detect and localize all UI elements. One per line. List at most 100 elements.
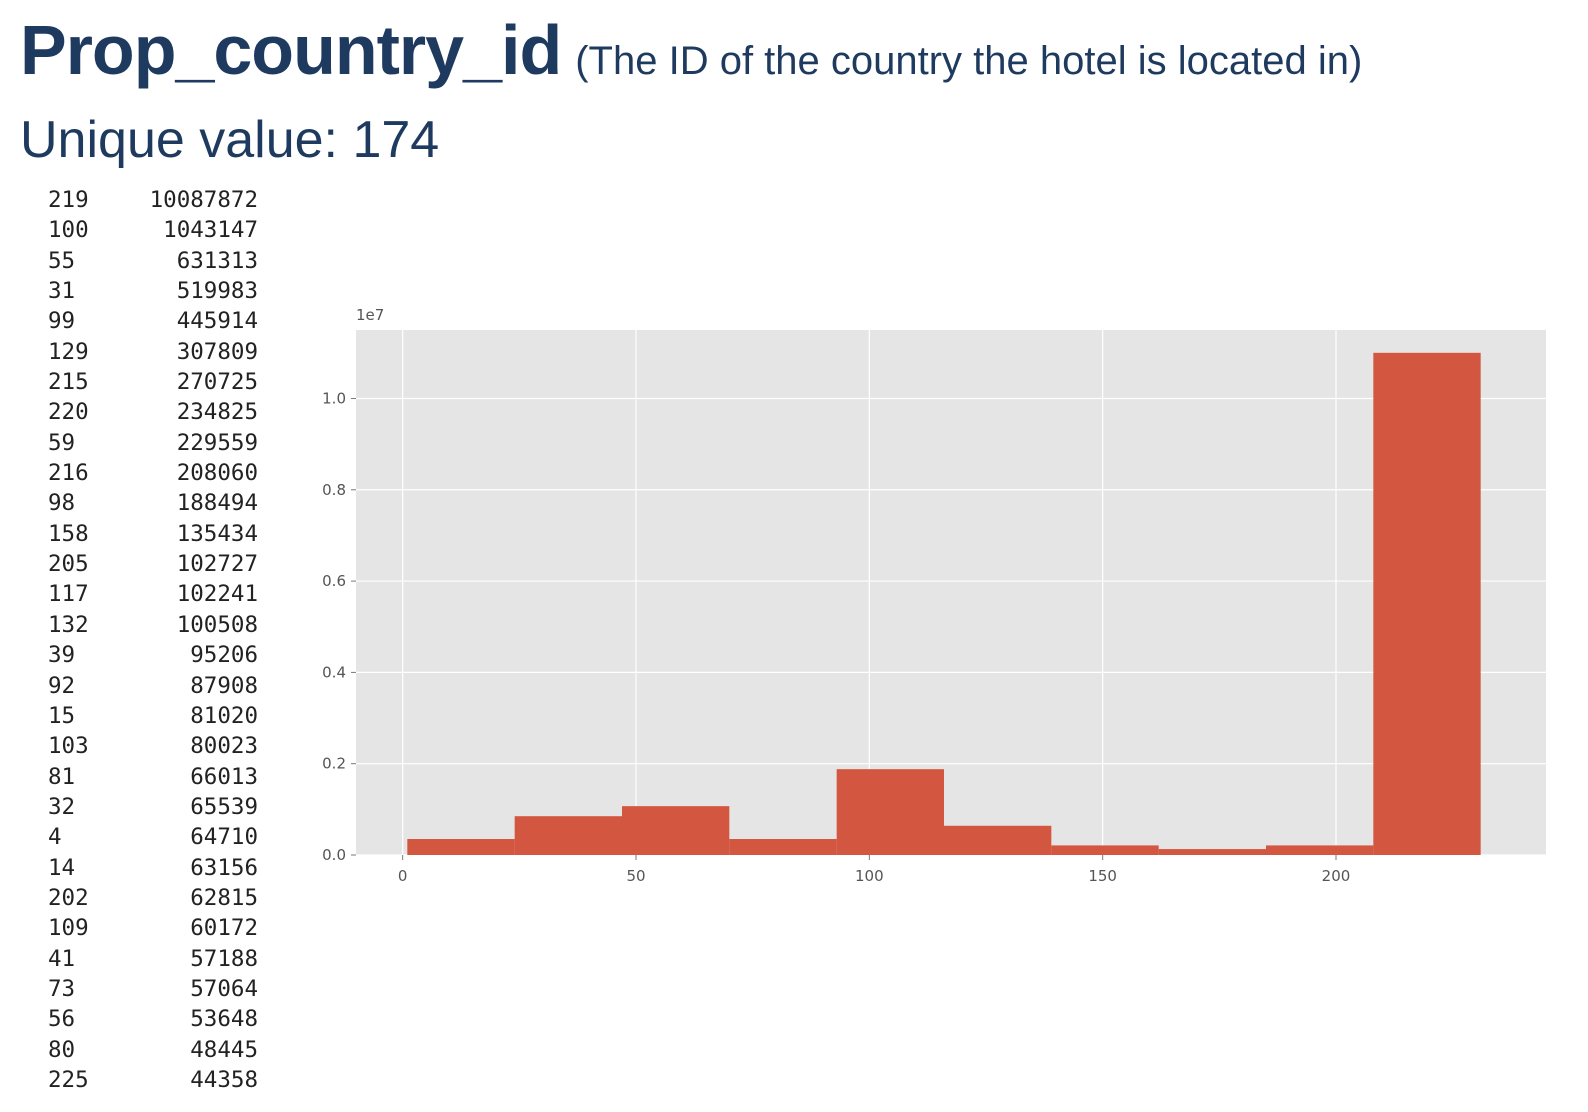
count-value: 66013 [190,763,258,790]
value-count-row: 205 102727 [48,549,258,579]
header: Prop_country_id (The ID of the country th… [20,10,1362,90]
x-tick-label: 200 [1322,867,1351,885]
value-count-row: 158 135434 [48,519,258,549]
country-id: 81 [48,763,76,790]
count-value: 631313 [176,247,258,274]
histogram-bar [1051,845,1159,855]
value-count-row: 100 1043147 [48,215,258,245]
plot-background [356,330,1546,855]
page-title: Prop_country_id [20,11,562,89]
x-tick-label: 0 [398,867,408,885]
y-tick-label: 0.6 [322,572,346,590]
count-value: 445914 [176,308,258,335]
value-count-row: 59 229559 [48,428,258,458]
country-id: 55 [48,247,76,274]
count-value: 64710 [190,824,258,851]
count-value: 234825 [176,399,258,426]
y-tick-label: 1.0 [322,389,346,407]
x-tick-label: 50 [626,867,645,885]
country-id: 117 [48,581,89,608]
country-id: 103 [48,733,89,760]
value-count-row: 4 64710 [48,822,258,852]
count-value: 135434 [176,520,258,547]
y-tick-label: 0.0 [322,846,346,864]
country-id: 98 [48,490,76,517]
value-count-row: 132 100508 [48,610,258,640]
value-count-row: 220 234825 [48,397,258,427]
count-value: 57188 [190,945,258,972]
count-value: 44358 [190,1066,258,1093]
country-id: 41 [48,945,76,972]
y-tick-label: 0.8 [322,481,346,499]
country-id: 4 [48,824,62,851]
country-id: 56 [48,1006,76,1033]
count-value: 95206 [190,642,258,669]
country-id: 99 [48,308,76,335]
count-value: 270725 [176,369,258,396]
value-count-row: 80 48445 [48,1035,258,1065]
country-id: 14 [48,854,76,881]
x-tick-label: 150 [1088,867,1117,885]
country-id: 109 [48,915,89,942]
value-counts-list: 219 10087872 100 1043147 55 631313 31 519983 99 4… [48,185,258,1095]
value-count-row: 81 66013 [48,762,258,792]
histogram-bar [1158,849,1266,855]
value-count-row: 73 57064 [48,974,258,1004]
count-value: 53648 [190,1006,258,1033]
x-tick-label: 100 [855,867,884,885]
country-id: 80 [48,1036,76,1063]
count-value: 229559 [176,429,258,456]
country-id: 73 [48,975,76,1002]
y-scale-label: 1e7 [356,306,384,324]
count-value: 65539 [190,793,258,820]
country-id: 202 [48,884,89,911]
count-value: 60172 [190,915,258,942]
histogram-bar [407,839,515,855]
count-value: 519983 [176,278,258,305]
unique-value-label: Unique value: 174 [20,111,440,169]
histogram-bar [944,825,1052,855]
count-value: 100508 [176,611,258,638]
value-count-row: 15 81020 [48,701,258,731]
country-id: 92 [48,672,76,699]
value-count-row: 99 445914 [48,306,258,336]
value-count-row: 32 65539 [48,792,258,822]
country-id: 31 [48,278,76,305]
y-tick-label: 0.4 [322,663,346,681]
count-value: 80023 [190,733,258,760]
value-count-row: 98 188494 [48,488,258,518]
histogram-bar [1266,845,1374,855]
value-count-row: 56 53648 [48,1004,258,1034]
histogram-bar [514,816,622,855]
value-count-row: 92 87908 [48,671,258,701]
count-value: 208060 [176,460,258,487]
country-id: 32 [48,793,76,820]
count-value: 102241 [176,581,258,608]
count-value: 81020 [190,702,258,729]
count-value: 188494 [176,490,258,517]
value-count-row: 117 102241 [48,579,258,609]
histogram-bar [622,806,730,855]
country-id: 129 [48,338,89,365]
value-count-row: 215 270725 [48,367,258,397]
value-count-row: 41 57188 [48,944,258,974]
country-id: 15 [48,702,76,729]
histogram-bar [729,839,837,855]
count-value: 307809 [176,338,258,365]
country-id: 225 [48,1066,89,1093]
histogram-bar [1373,352,1481,855]
value-count-row: 109 60172 [48,913,258,943]
value-count-row: 216 208060 [48,458,258,488]
histogram-chart: 0 50 100 150 200 0.0 0.2 0.4 0.6 0.8 1.0 1e7 [322,306,1546,885]
value-count-row: 202 62815 [48,883,258,913]
count-value: 87908 [190,672,258,699]
country-id: 100 [48,217,89,244]
value-count-row: 103 80023 [48,731,258,761]
value-count-row: 225 44358 [48,1065,258,1095]
count-value: 62815 [190,884,258,911]
value-count-row: 39 95206 [48,640,258,670]
country-id: 220 [48,399,89,426]
count-value: 10087872 [149,187,258,213]
country-id: 215 [48,369,89,396]
page-subtitle: (The ID of the country the hotel is loca… [575,39,1363,83]
